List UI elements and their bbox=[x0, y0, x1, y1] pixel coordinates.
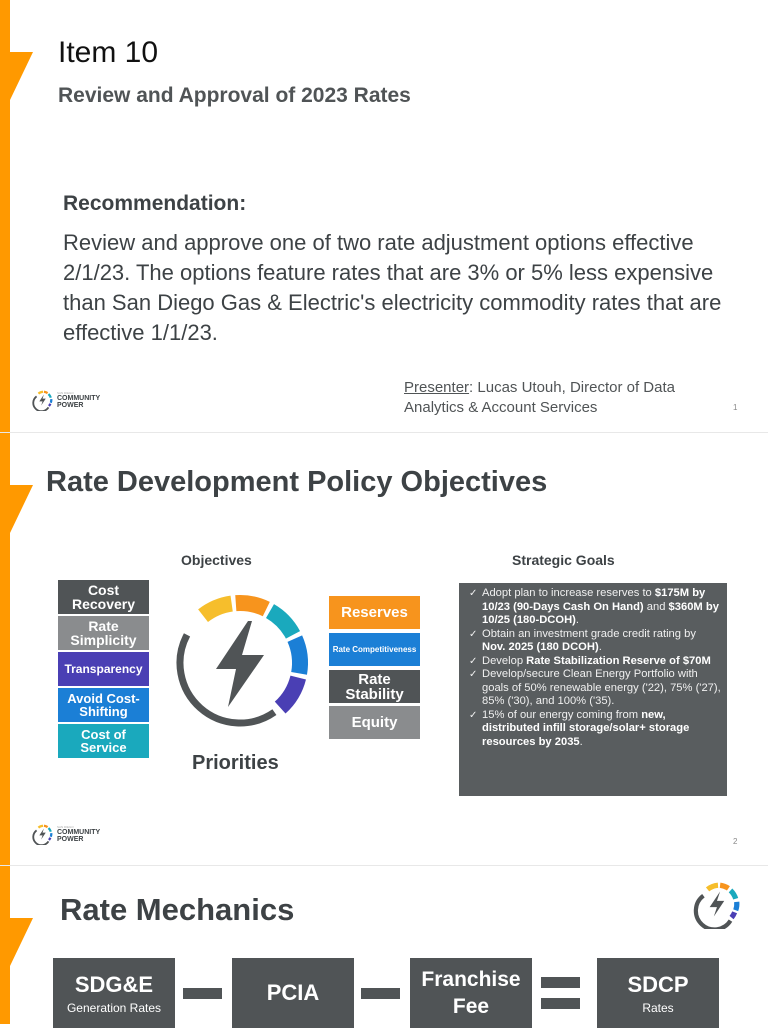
box-sub-label: Generation Rates bbox=[66, 1000, 162, 1015]
box-main-label: SDCP bbox=[627, 971, 689, 997]
priority-reserves: Reserves bbox=[329, 596, 420, 629]
logo-small-text: SAN DIEGO bbox=[57, 825, 74, 829]
priority-equity: Equity bbox=[329, 706, 420, 739]
gauge-segment-orange bbox=[235, 595, 270, 617]
accent-bolt-decoration bbox=[0, 433, 33, 866]
strategic-goal-item: Adopt plan to increase reserves to $175M… bbox=[469, 587, 721, 628]
slide-title: Rate Mechanics bbox=[60, 892, 295, 927]
strategic-goal-item: Develop/secure Clean Energy Portfolio wi… bbox=[469, 668, 721, 709]
logo-line2: POWER bbox=[57, 402, 84, 409]
objectives-heading: Objectives bbox=[181, 552, 252, 568]
strategic-goals-list: Adopt plan to increase reserves to $175M… bbox=[459, 583, 727, 796]
priority-rate-stability: Rate Stability bbox=[329, 670, 420, 703]
slide-divider bbox=[0, 432, 768, 433]
recommendation-heading: Recommendation: bbox=[63, 192, 247, 215]
logo-small-text: SAN DIEGO bbox=[57, 391, 74, 395]
presenter-info: Presenter: Lucas Utouh, Director of Data… bbox=[404, 378, 704, 418]
objective-transparency: Transparency bbox=[58, 652, 149, 686]
gauge-segment-yellow bbox=[198, 595, 234, 623]
strategic-goal-item: Develop Rate Stabilization Reserve of $7… bbox=[469, 655, 721, 669]
priorities-label: Priorities bbox=[192, 752, 279, 774]
logo-gauge-icon bbox=[32, 390, 53, 411]
accent-bolt-decoration bbox=[0, 866, 33, 1024]
logo-line1: COMMUNITY bbox=[57, 395, 101, 402]
box-main-label: PCIA bbox=[266, 980, 320, 1005]
strategic-goal-item: Obtain an investment grade credit rating… bbox=[469, 628, 721, 655]
presenter-text: : Lucas Utouh, Director of Data Analytic… bbox=[404, 379, 675, 416]
objective-cost-of-service: Cost of Service bbox=[58, 724, 149, 758]
logo-gauge-icon bbox=[32, 824, 53, 845]
box-sdge: SDG&E Generation Rates bbox=[53, 958, 175, 1028]
recommendation-body: Review and approve one of two rate adjus… bbox=[63, 230, 722, 345]
priorities-gauge bbox=[176, 595, 308, 727]
minus-operator bbox=[183, 988, 222, 999]
box-pcia: PCIA bbox=[232, 958, 354, 1028]
gauge-segment-teal bbox=[265, 604, 301, 639]
objective-avoid-cost-shifting: Avoid Cost-Shifting bbox=[58, 688, 149, 722]
priority-rate-competitiveness: Rate Competitiveness bbox=[329, 633, 420, 666]
gauge-segment-blue bbox=[287, 635, 308, 675]
equals-operator-top bbox=[541, 977, 580, 988]
gauge-segment-purple bbox=[274, 675, 306, 714]
community-power-logo: SAN DIEGO COMMUNITY POWER bbox=[32, 389, 100, 411]
page-number: 2 bbox=[733, 837, 738, 846]
strategic-goal-item: 15% of our energy coming from new, distr… bbox=[469, 709, 721, 750]
logo-line2: POWER bbox=[57, 836, 84, 843]
gauge-base-arc bbox=[176, 633, 277, 727]
logo-line1: COMMUNITY bbox=[57, 829, 101, 836]
page-number: 1 bbox=[733, 403, 738, 412]
lightning-bolt-icon bbox=[216, 621, 264, 707]
accent-bolt-decoration bbox=[0, 0, 33, 433]
slide-1: Item 10 Review and Approval of 2023 Rate… bbox=[0, 0, 768, 433]
slide-divider bbox=[0, 865, 768, 866]
box-sdcp: SDCP Rates bbox=[597, 958, 719, 1028]
box-franchise-fee: Franchise Fee bbox=[410, 958, 532, 1028]
page-subtitle: Review and Approval of 2023 Rates bbox=[58, 84, 411, 107]
presenter-label: Presenter bbox=[404, 379, 470, 396]
page-title: Item 10 bbox=[58, 36, 159, 69]
minus-operator bbox=[361, 988, 400, 999]
objective-cost-recovery: Cost Recovery bbox=[58, 580, 149, 614]
box-main-label: SDG&E bbox=[74, 971, 154, 997]
objective-rate-simplicity: Rate Simplicity bbox=[58, 616, 149, 650]
slide-2: Rate Development Policy Objectives Objec… bbox=[0, 433, 768, 866]
box-main-label: Franchise Fee bbox=[421, 968, 521, 1018]
strategic-goals-heading: Strategic Goals bbox=[512, 552, 615, 568]
community-power-logo: SAN DIEGO COMMUNITY POWER bbox=[32, 823, 100, 845]
slide-title: Rate Development Policy Objectives bbox=[46, 466, 548, 498]
community-power-gauge-icon bbox=[693, 882, 740, 929]
box-sub-label: Rates bbox=[642, 1000, 674, 1015]
equals-operator-bottom bbox=[541, 998, 580, 1009]
